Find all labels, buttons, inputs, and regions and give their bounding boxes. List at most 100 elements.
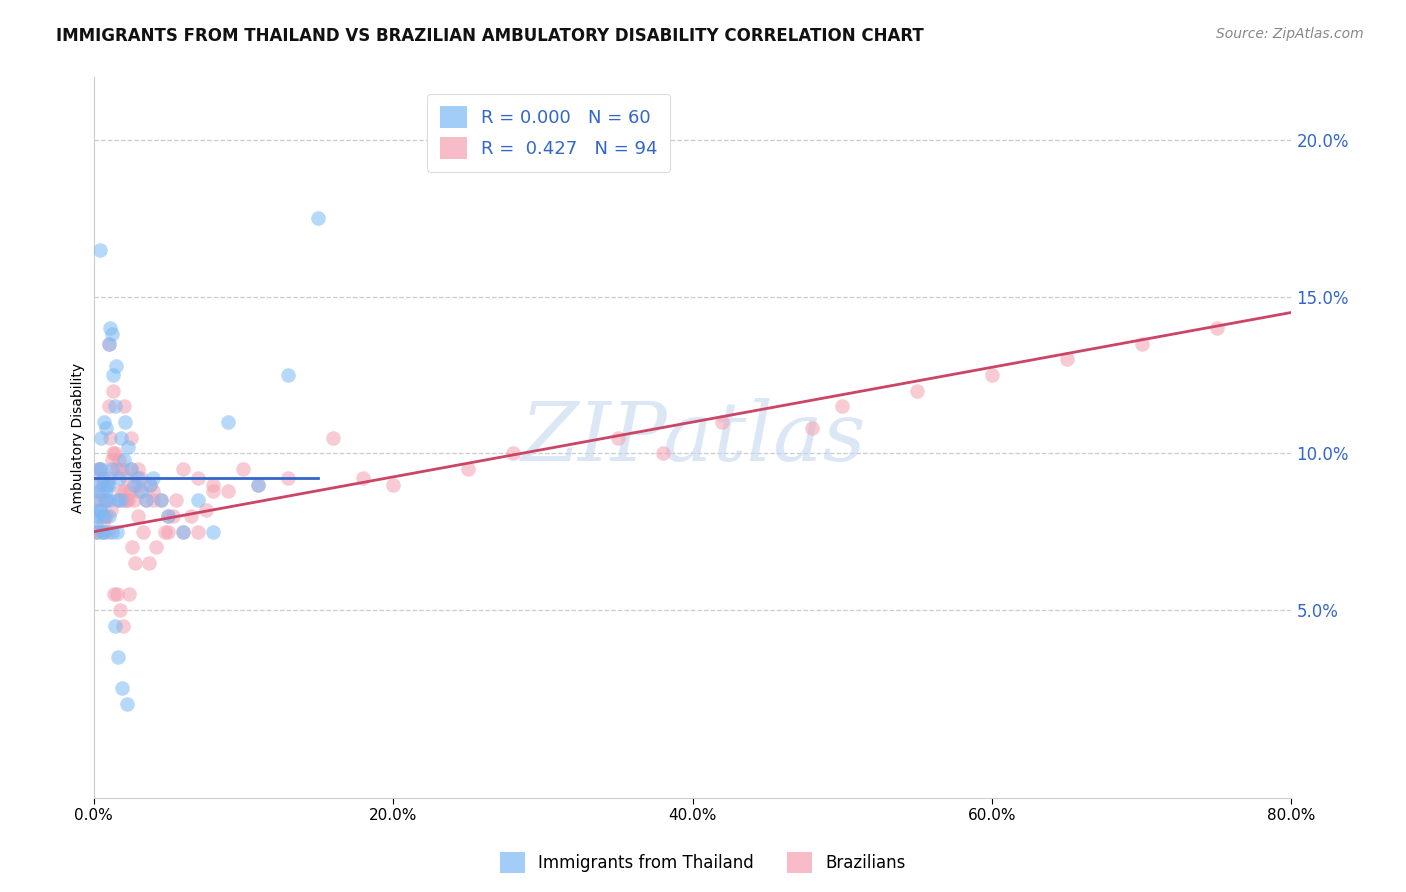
Point: [94, 509, 117, 524]
Point: [101, 384, 124, 398]
Point: [128, 471, 150, 485]
Point: [155, 524, 177, 539]
Point: [125, 477, 148, 491]
Point: [94, 493, 117, 508]
Point: [84, 516, 107, 530]
Point: [149, 493, 172, 508]
Point: [101, 446, 124, 460]
Point: [801, 421, 824, 435]
Point: [1056, 352, 1078, 367]
Point: [100, 452, 122, 467]
Point: [1130, 336, 1153, 351]
Point: [91, 509, 114, 524]
Point: [114, 493, 136, 508]
Point: [103, 400, 125, 414]
Point: [97, 400, 120, 414]
Point: [93, 493, 115, 508]
Point: [107, 493, 129, 508]
Point: [711, 415, 734, 429]
Point: [96, 483, 118, 498]
Text: Source: ZipAtlas.com: Source: ZipAtlas.com: [1216, 27, 1364, 41]
Point: [98, 509, 121, 524]
Point: [120, 431, 142, 445]
Legend: Immigrants from Thailand, Brazilians: Immigrants from Thailand, Brazilians: [494, 846, 912, 880]
Point: [107, 650, 129, 665]
Point: [93, 415, 115, 429]
Point: [87, 524, 110, 539]
Point: [115, 697, 138, 711]
Point: [90, 471, 112, 485]
Point: [84, 524, 107, 539]
Point: [97, 336, 120, 351]
Point: [94, 421, 117, 435]
Point: [232, 462, 254, 476]
Point: [87, 462, 110, 476]
Point: [101, 368, 124, 383]
Point: [165, 493, 187, 508]
Point: [120, 462, 142, 476]
Point: [352, 471, 374, 485]
Point: [96, 477, 118, 491]
Point: [157, 509, 180, 524]
Point: [139, 477, 162, 491]
Point: [90, 462, 112, 476]
Point: [86, 509, 108, 524]
Point: [118, 587, 141, 601]
Point: [117, 440, 139, 454]
Point: [187, 471, 209, 485]
Point: [110, 483, 132, 498]
Point: [831, 400, 853, 414]
Point: [89, 483, 111, 498]
Point: [651, 446, 673, 460]
Point: [122, 493, 145, 508]
Point: [120, 462, 142, 476]
Point: [135, 493, 157, 508]
Point: [94, 509, 117, 524]
Point: [157, 509, 180, 524]
Point: [100, 327, 122, 342]
Point: [131, 483, 153, 498]
Text: IMMIGRANTS FROM THAILAND VS BRAZILIAN AMBULATORY DISABILITY CORRELATION CHART: IMMIGRANTS FROM THAILAND VS BRAZILIAN AM…: [56, 27, 924, 45]
Point: [89, 503, 111, 517]
Point: [149, 493, 172, 508]
Point: [202, 483, 225, 498]
Point: [84, 493, 107, 508]
Point: [90, 431, 112, 445]
Point: [142, 471, 165, 485]
Point: [905, 384, 928, 398]
Point: [97, 471, 120, 485]
Point: [322, 431, 344, 445]
Point: [139, 477, 162, 491]
Point: [86, 503, 108, 517]
Point: [98, 431, 121, 445]
Point: [277, 471, 299, 485]
Point: [187, 493, 209, 508]
Point: [87, 493, 110, 508]
Point: [132, 524, 155, 539]
Point: [247, 477, 270, 491]
Point: [105, 524, 128, 539]
Point: [96, 477, 118, 491]
Y-axis label: Ambulatory Disability: Ambulatory Disability: [72, 363, 86, 513]
Point: [112, 452, 135, 467]
Point: [981, 368, 1004, 383]
Point: [87, 462, 110, 476]
Point: [172, 524, 194, 539]
Point: [115, 471, 138, 485]
Point: [90, 524, 112, 539]
Point: [117, 493, 139, 508]
Point: [107, 462, 129, 476]
Point: [124, 556, 146, 570]
Point: [135, 493, 157, 508]
Point: [187, 524, 209, 539]
Point: [277, 368, 299, 383]
Point: [145, 541, 167, 555]
Point: [118, 483, 141, 498]
Point: [107, 493, 129, 508]
Point: [111, 619, 134, 633]
Point: [202, 477, 225, 491]
Point: [502, 446, 524, 460]
Point: [180, 509, 202, 524]
Point: [142, 483, 165, 498]
Legend: R = 0.000   N = 60, R =  0.427   N = 94: R = 0.000 N = 60, R = 0.427 N = 94: [427, 94, 671, 172]
